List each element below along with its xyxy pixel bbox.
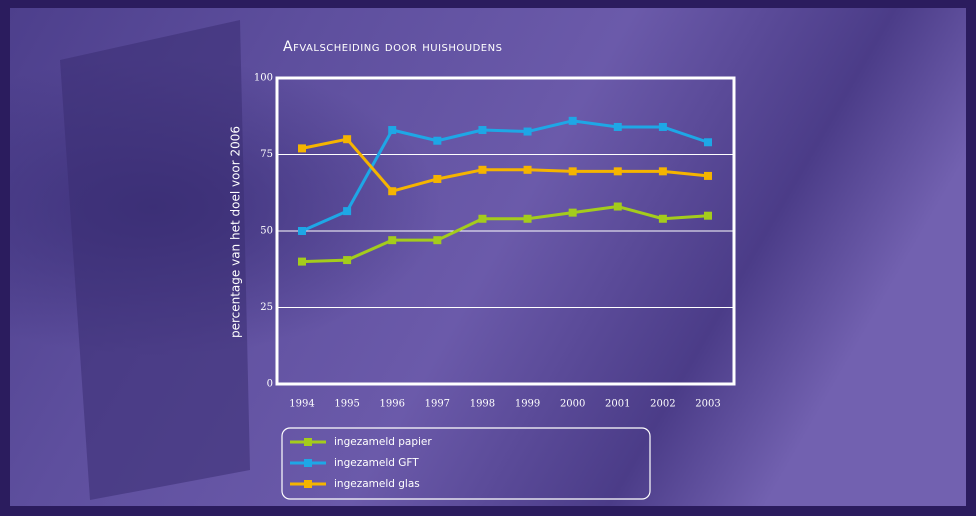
x-tick-label: 2003: [695, 399, 720, 410]
y-axis-label: percentage van het doel voor 2006: [229, 126, 243, 338]
data-point: [704, 212, 712, 220]
data-point: [478, 166, 486, 174]
x-tick-label: 1995: [334, 399, 359, 410]
legend-marker: [304, 438, 312, 446]
data-point: [433, 175, 441, 183]
legend-marker: [304, 459, 312, 467]
data-point: [388, 236, 396, 244]
data-point: [704, 172, 712, 180]
data-point: [659, 123, 667, 131]
legend-label: ingezameld papier: [334, 436, 432, 448]
page: Afvalscheiding door huishoudens percenta…: [0, 0, 976, 516]
legend-label: ingezameld glas: [334, 478, 420, 490]
x-tick-label: 1994: [289, 399, 314, 410]
data-point: [659, 215, 667, 223]
photo-poster: [60, 20, 250, 500]
data-point: [343, 256, 351, 264]
x-tick-label: 1996: [379, 399, 404, 410]
data-point: [433, 137, 441, 145]
x-tick-label: 2000: [560, 399, 585, 410]
data-point: [524, 215, 532, 223]
y-tick-label: 75: [260, 149, 273, 160]
data-point: [343, 207, 351, 215]
data-point: [478, 126, 486, 134]
data-point: [614, 203, 622, 211]
x-tick-label: 1998: [470, 399, 495, 410]
y-tick-label: 100: [254, 73, 273, 84]
data-point: [569, 117, 577, 125]
legend-marker: [304, 480, 312, 488]
data-point: [298, 258, 306, 266]
data-point: [614, 167, 622, 175]
data-point: [569, 209, 577, 217]
data-point: [298, 144, 306, 152]
data-point: [659, 167, 667, 175]
data-point: [433, 236, 441, 244]
chart: Afvalscheiding door huishoudens percenta…: [0, 0, 976, 516]
data-point: [614, 123, 622, 131]
x-tick-label: 2002: [650, 399, 675, 410]
data-point: [388, 187, 396, 195]
data-point: [343, 135, 351, 143]
legend-label: ingezameld GFT: [334, 457, 419, 469]
data-point: [478, 215, 486, 223]
data-point: [388, 126, 396, 134]
y-tick-label: 50: [260, 226, 273, 237]
x-tick-label: 2001: [605, 399, 630, 410]
data-point: [524, 128, 532, 136]
chart-title: Afvalscheiding door huishoudens: [283, 39, 502, 55]
x-tick-label: 1999: [515, 399, 540, 410]
data-point: [569, 167, 577, 175]
data-point: [524, 166, 532, 174]
data-point: [298, 227, 306, 235]
y-tick-label: 25: [260, 302, 273, 313]
data-point: [704, 138, 712, 146]
y-tick-label: 0: [267, 379, 273, 390]
x-tick-label: 1997: [425, 399, 450, 410]
